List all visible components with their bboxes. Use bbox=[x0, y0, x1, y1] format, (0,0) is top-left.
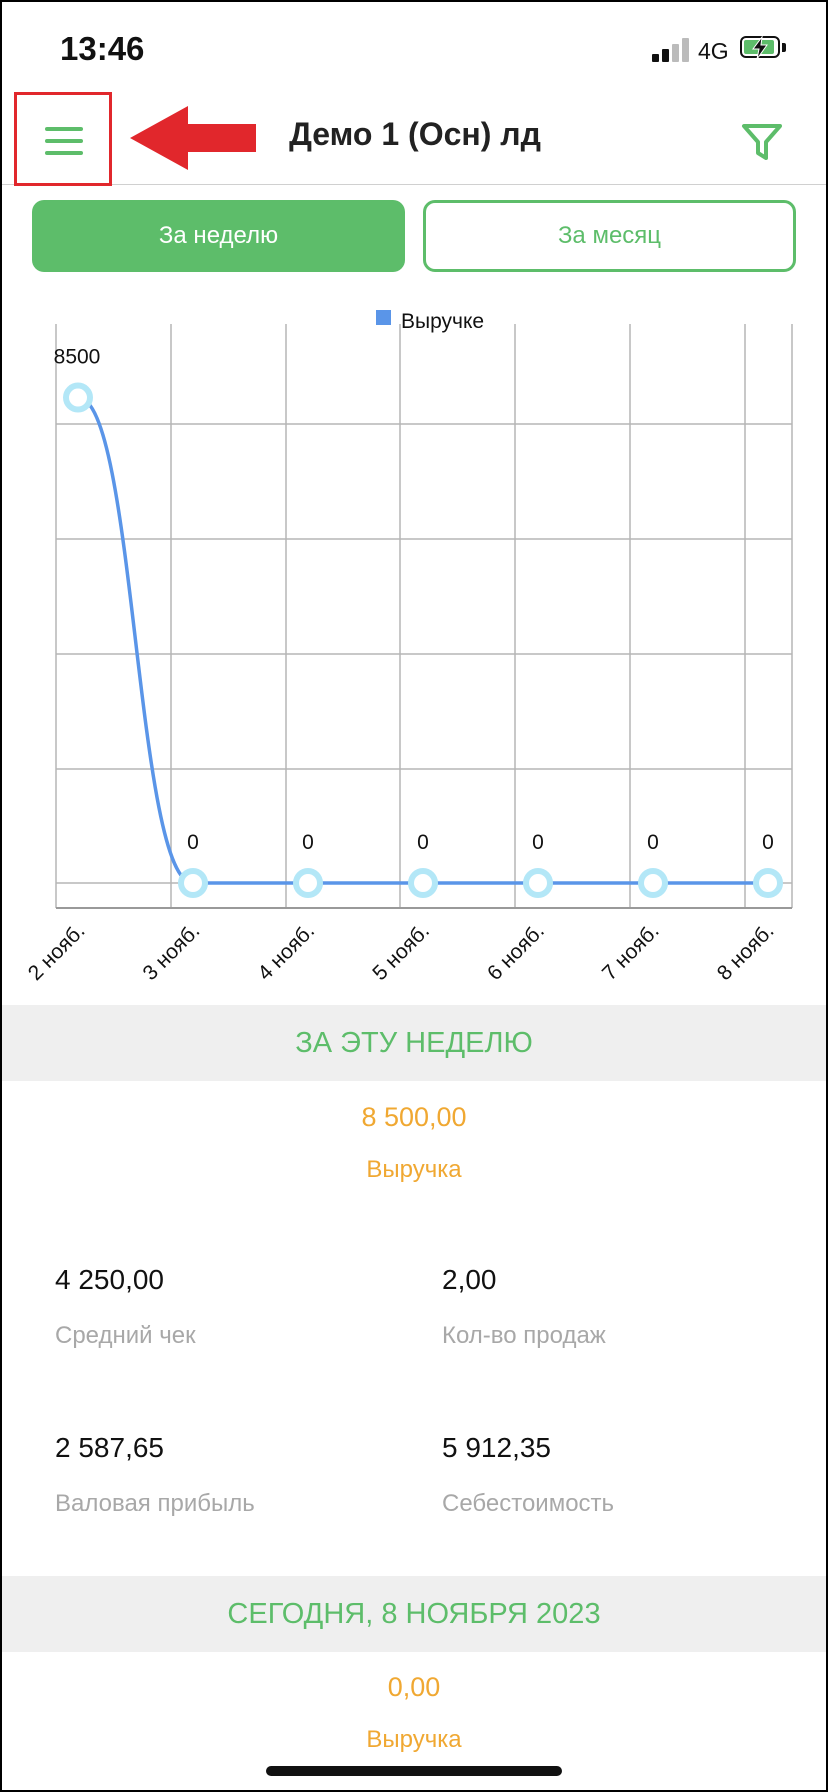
hamburger-menu-icon bbox=[45, 127, 83, 155]
data-label: 0 bbox=[762, 831, 774, 854]
data-label: 0 bbox=[302, 831, 314, 854]
week-revenue-label: Выручка bbox=[366, 1156, 462, 1183]
data-point bbox=[408, 868, 438, 898]
x-tick-label: 5 нояб. bbox=[368, 919, 434, 985]
avg-check-label: Средний чек bbox=[55, 1322, 196, 1349]
data-point bbox=[293, 868, 323, 898]
status-bar: 13:46 4G bbox=[0, 0, 828, 90]
data-point bbox=[63, 382, 93, 413]
tab-month[interactable]: За месяц bbox=[423, 200, 796, 272]
data-label: 0 bbox=[417, 831, 429, 854]
home-indicator bbox=[266, 1766, 562, 1776]
x-tick-label: 6 нояб. bbox=[483, 919, 549, 985]
week-section-title: ЗА ЭТУ НЕДЕЛЮ bbox=[2, 1005, 826, 1081]
red-arrow-annotation-icon bbox=[130, 106, 256, 170]
filter-funnel-icon bbox=[742, 124, 782, 160]
x-tick-label: 7 нояб. bbox=[598, 919, 664, 985]
cost-value: 5 912,35 bbox=[442, 1432, 551, 1463]
revenue-line-chart: Выручке 8500 0 0 0 0 0 0 2 нояб. 3 нояб. 4 нояб. 5 … bbox=[24, 310, 793, 985]
data-point bbox=[638, 868, 668, 898]
data-label: 8500 bbox=[54, 346, 101, 369]
cost-label: Себестоимость bbox=[442, 1490, 615, 1517]
status-time: 13:46 bbox=[60, 30, 145, 67]
data-label: 0 bbox=[647, 831, 659, 854]
menu-button[interactable] bbox=[14, 92, 112, 186]
gross-profit-value: 2 587,65 bbox=[55, 1432, 164, 1463]
today-revenue-value: 0,00 bbox=[387, 1672, 441, 1702]
data-point bbox=[178, 868, 208, 898]
tab-week[interactable]: За неделю bbox=[32, 200, 405, 272]
legend-swatch bbox=[376, 310, 391, 325]
battery-charging-icon bbox=[740, 36, 786, 60]
network-type: 4G bbox=[698, 38, 729, 64]
filter-button[interactable] bbox=[740, 120, 784, 164]
today-revenue-label: Выручка bbox=[366, 1726, 462, 1753]
gross-profit-label: Валовая прибыль bbox=[55, 1490, 255, 1517]
series-line bbox=[77, 395, 768, 885]
data-point bbox=[753, 868, 783, 898]
app-header: Демо 1 (Осн) лд bbox=[0, 90, 828, 186]
legend-label: Выручке bbox=[401, 310, 484, 333]
data-label: 0 bbox=[187, 831, 199, 854]
avg-check-value: 4 250,00 bbox=[55, 1264, 164, 1295]
page-title: Демо 1 (Осн) лд bbox=[289, 116, 541, 152]
today-section-title: СЕГОДНЯ, 8 НОЯБРЯ 2023 bbox=[2, 1576, 826, 1652]
data-label: 0 bbox=[532, 831, 544, 854]
x-tick-label: 8 нояб. bbox=[713, 919, 779, 985]
sales-count-value: 2,00 bbox=[442, 1264, 497, 1295]
x-tick-label: 2 нояб. bbox=[24, 919, 90, 985]
sales-count-label: Кол-во продаж bbox=[442, 1322, 606, 1349]
x-tick-label: 3 нояб. bbox=[139, 919, 205, 985]
x-tick-label: 4 нояб. bbox=[253, 919, 319, 985]
week-revenue-value: 8 500,00 bbox=[361, 1102, 467, 1132]
cellular-signal-icon bbox=[652, 36, 692, 62]
data-point bbox=[523, 868, 553, 898]
